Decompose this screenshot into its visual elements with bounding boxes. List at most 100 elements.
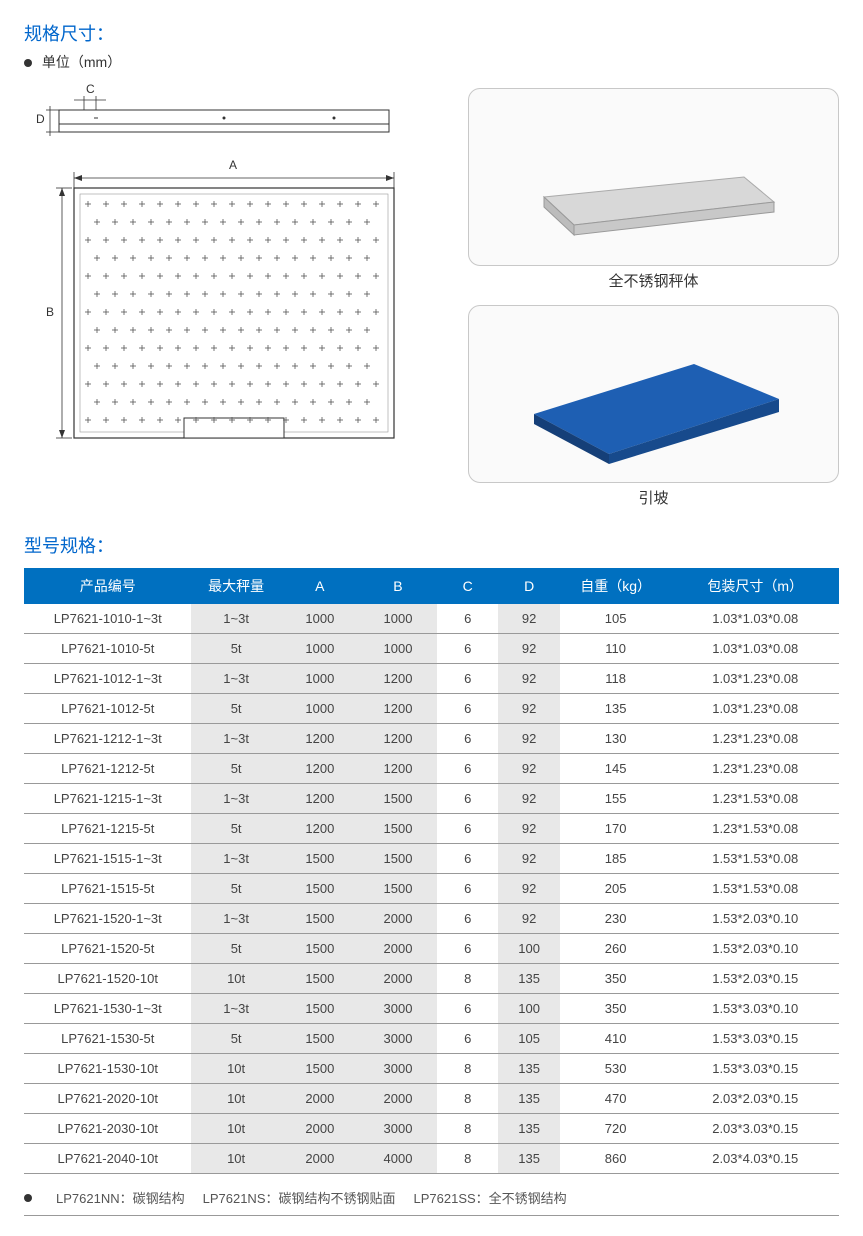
table-row: LP7621-1530-10t10t1500300081355301.53*3.… [24, 1054, 839, 1084]
table-row: LP7621-1515-1~3t1~3t150015006921851.53*1… [24, 844, 839, 874]
table-cell: 1500 [281, 844, 359, 874]
table-cell: LP7621-2030-10t [24, 1114, 191, 1144]
table-cell: LP7621-1520-1~3t [24, 904, 191, 934]
table-cell: 92 [498, 754, 559, 784]
table-row: LP7621-2020-10t10t2000200081354702.03*2.… [24, 1084, 839, 1114]
table-cell: 92 [498, 664, 559, 694]
table-cell: 1~3t [191, 604, 280, 634]
table-cell: LP7621-1012-1~3t [24, 664, 191, 694]
table-cell: 2000 [281, 1144, 359, 1174]
table-cell: LP7621-2020-10t [24, 1084, 191, 1114]
table-cell: 6 [437, 844, 498, 874]
table-cell: 8 [437, 1144, 498, 1174]
table-cell: 1.23*1.23*0.08 [671, 724, 839, 754]
table-cell: 100 [498, 994, 559, 1024]
table-cell: 135 [498, 1144, 559, 1174]
table-cell: 6 [437, 1024, 498, 1054]
table-cell: LP7621-1010-1~3t [24, 604, 191, 634]
table-cell: 2.03*3.03*0.15 [671, 1114, 839, 1144]
table-cell: 3000 [359, 1114, 437, 1144]
col-header: 包装尺寸（m） [671, 568, 839, 604]
table-cell: LP7621-1530-5t [24, 1024, 191, 1054]
table-cell: 1000 [359, 604, 437, 634]
table-row: LP7621-2030-10t10t2000300081357202.03*3.… [24, 1114, 839, 1144]
table-cell: 92 [498, 724, 559, 754]
table-cell: 92 [498, 784, 559, 814]
table-cell: 4000 [359, 1144, 437, 1174]
table-cell: 205 [560, 874, 672, 904]
table-cell: LP7621-1212-5t [24, 754, 191, 784]
table-cell: 3000 [359, 994, 437, 1024]
table-cell: 2000 [359, 934, 437, 964]
table-cell: 410 [560, 1024, 672, 1054]
table-cell: 92 [498, 694, 559, 724]
table-cell: 1000 [281, 694, 359, 724]
table-cell: 110 [560, 634, 672, 664]
table-cell: 5t [191, 754, 280, 784]
table-cell: LP7621-1012-5t [24, 694, 191, 724]
table-cell: 6 [437, 754, 498, 784]
table-cell: 6 [437, 784, 498, 814]
table-cell: 1.23*1.53*0.08 [671, 784, 839, 814]
table-cell: 5t [191, 634, 280, 664]
table-cell: 2.03*2.03*0.15 [671, 1084, 839, 1114]
table-row: LP7621-1520-1~3t1~3t150020006922301.53*2… [24, 904, 839, 934]
table-cell: 1.23*1.23*0.08 [671, 754, 839, 784]
table-cell: 118 [560, 664, 672, 694]
table-cell: 92 [498, 904, 559, 934]
table-cell: 1.03*1.23*0.08 [671, 664, 839, 694]
dim-d: D [36, 112, 45, 126]
table-cell: 145 [560, 754, 672, 784]
table-cell: 6 [437, 814, 498, 844]
table-cell: 350 [560, 964, 672, 994]
table-cell: 135 [498, 1054, 559, 1084]
spec-table: 产品编号最大秤量ABCD自重（kg）包装尺寸（m） LP7621-1010-1~… [24, 568, 839, 1174]
table-cell: LP7621-2040-10t [24, 1144, 191, 1174]
table-cell: 8 [437, 1114, 498, 1144]
table-cell: LP7621-1515-5t [24, 874, 191, 904]
table-cell: 1000 [281, 604, 359, 634]
table-row: LP7621-2040-10t10t2000400081358602.03*4.… [24, 1144, 839, 1174]
table-cell: LP7621-1212-1~3t [24, 724, 191, 754]
table-cell: 6 [437, 604, 498, 634]
table-cell: 470 [560, 1084, 672, 1114]
table-cell: 1.53*2.03*0.10 [671, 904, 839, 934]
spec-title: 规格尺寸： [24, 20, 839, 46]
table-cell: 1500 [281, 904, 359, 934]
table-cell: 5t [191, 934, 280, 964]
table-cell: LP7621-1530-10t [24, 1054, 191, 1084]
table-cell: 1~3t [191, 664, 280, 694]
footer-note: LP7621NN：碳钢结构 LP7621NS：碳钢结构不锈钢贴面 LP7621S… [24, 1188, 839, 1216]
table-cell: 1.03*1.23*0.08 [671, 694, 839, 724]
table-cell: LP7621-1515-1~3t [24, 844, 191, 874]
table-cell: 1~3t [191, 784, 280, 814]
table-cell: 6 [437, 874, 498, 904]
table-cell: 1500 [281, 1054, 359, 1084]
table-cell: 1.03*1.03*0.08 [671, 634, 839, 664]
bullet-icon [24, 59, 32, 67]
table-cell: 1.53*1.53*0.08 [671, 874, 839, 904]
model-spec-title: 型号规格： [24, 532, 839, 558]
table-cell: 6 [437, 904, 498, 934]
table-cell: 105 [498, 1024, 559, 1054]
table-cell: 1200 [359, 694, 437, 724]
table-cell: 1500 [281, 964, 359, 994]
table-cell: 6 [437, 694, 498, 724]
top-view-diagram: A B [24, 160, 444, 460]
table-row: LP7621-1520-5t5t1500200061002601.53*2.03… [24, 934, 839, 964]
dim-a: A [229, 158, 237, 172]
table-cell: 1200 [281, 814, 359, 844]
table-cell: 1.53*2.03*0.10 [671, 934, 839, 964]
table-cell: 1~3t [191, 994, 280, 1024]
table-cell: 1500 [359, 874, 437, 904]
table-cell: 1200 [359, 664, 437, 694]
table-cell: 10t [191, 1054, 280, 1084]
dim-b: B [46, 305, 54, 319]
table-row: LP7621-1215-5t5t120015006921701.23*1.53*… [24, 814, 839, 844]
top-area: C D [24, 88, 839, 508]
table-row: LP7621-1010-1~3t1~3t100010006921051.03*1… [24, 604, 839, 634]
table-cell: 10t [191, 1114, 280, 1144]
table-cell: 92 [498, 634, 559, 664]
table-cell: 1~3t [191, 904, 280, 934]
table-row: LP7621-1212-5t5t120012006921451.23*1.23*… [24, 754, 839, 784]
